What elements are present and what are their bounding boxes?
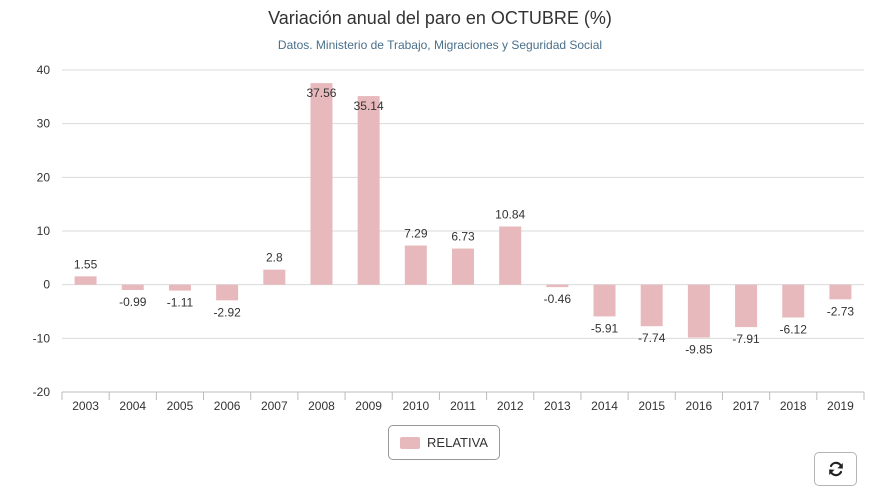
data-label-2017: -7.91 (732, 332, 760, 346)
x-tick-label-2017: 2017 (733, 399, 760, 413)
x-tick-label-2015: 2015 (638, 399, 665, 413)
x-tick-label-2012: 2012 (497, 399, 524, 413)
legend-item-relativa[interactable]: RELATIVA (388, 425, 500, 460)
data-label-2007: 2.8 (266, 251, 283, 265)
y-tick-label: -10 (33, 331, 51, 345)
bar-2018[interactable] (782, 284, 805, 318)
data-labels: 1.55 -0.99 -1.11 -2.92 2.8 37.56 35.14 7.29 6.73… (74, 86, 855, 356)
data-label-2005: -1.11 (167, 296, 194, 310)
data-label-2009: 35.14 (354, 99, 384, 113)
bar-2016[interactable] (687, 284, 710, 338)
bar-2015[interactable] (640, 284, 663, 327)
refresh-button[interactable] (814, 452, 857, 486)
data-label-2015: -7.74 (638, 331, 666, 345)
x-tick-label-2003: 2003 (72, 399, 99, 413)
bar-2005[interactable] (168, 284, 191, 291)
bar-2011[interactable] (452, 248, 474, 285)
bar-2009[interactable] (357, 96, 380, 285)
bar-chart: -20 -10 0 10 20 30 40 1.55 -0.99 -1.11 -2.92 2.8 37… (33, 63, 865, 413)
x-tick-label-2019: 2019 (827, 399, 854, 413)
y-tick-label: -20 (33, 385, 51, 399)
chart-title: Variación anual del paro en OCTUBRE (%) (268, 8, 612, 28)
bar-2003[interactable] (74, 276, 97, 285)
grid-lines: -20 -10 0 10 20 30 40 (33, 63, 864, 399)
data-label-2013: -0.46 (544, 292, 572, 306)
data-label-2019: -2.73 (827, 304, 855, 318)
x-tick-label-2009: 2009 (355, 399, 382, 413)
x-tick-label-2016: 2016 (686, 399, 713, 413)
data-label-2008: 37.56 (306, 86, 336, 100)
x-tick-label-2007: 2007 (261, 399, 288, 413)
x-tick-label-2011: 2011 (450, 399, 476, 413)
bar-2008[interactable] (310, 83, 333, 285)
data-label-2004: -0.99 (119, 295, 147, 309)
x-tick-label-2006: 2006 (214, 399, 241, 413)
data-label-2011: 6.73 (451, 230, 475, 244)
bar-2004[interactable] (121, 284, 144, 290)
bar-2014[interactable] (593, 284, 616, 317)
y-tick-label: 20 (37, 170, 51, 184)
chart-subtitle: Datos. Ministerio de Trabajo, Migracione… (277, 38, 603, 52)
x-tick-label-2005: 2005 (167, 399, 194, 413)
y-tick-label: 10 (37, 224, 51, 238)
refresh-icon (828, 461, 843, 477)
y-tick-label: 30 (37, 117, 51, 131)
x-tick-label-2018: 2018 (780, 399, 807, 413)
legend-swatch (400, 436, 421, 449)
legend-label: RELATIVA (427, 435, 488, 450)
data-label-2006: -2.92 (213, 305, 241, 319)
data-label-2018: -6.12 (780, 323, 808, 337)
bars (74, 83, 852, 338)
data-label-2014: -5.91 (591, 321, 619, 335)
bar-2012[interactable] (499, 226, 522, 285)
data-label-2012: 10.84 (495, 207, 525, 221)
data-label-2016: -9.85 (685, 343, 713, 357)
bar-2006[interactable] (216, 284, 239, 301)
data-label-2010: 7.29 (404, 227, 428, 241)
x-tick-label-2014: 2014 (591, 399, 618, 413)
x-tick-label-2013: 2013 (544, 399, 571, 413)
x-tick-label-2004: 2004 (119, 399, 146, 413)
data-label-2003: 1.55 (74, 257, 98, 271)
bar-2017[interactable] (735, 284, 758, 328)
bar-2019[interactable] (829, 284, 852, 300)
bar-2007[interactable] (263, 269, 286, 285)
x-axis: 2003 2004 2005 2006 2007 2008 2009 2010 2011 2012… (61, 391, 865, 413)
x-tick-label-2010: 2010 (402, 399, 429, 413)
x-tick-label-2008: 2008 (308, 399, 335, 413)
y-tick-label: 0 (43, 278, 50, 292)
bar-2010[interactable] (404, 245, 427, 285)
bar-2013[interactable] (546, 284, 569, 288)
y-tick-label: 40 (37, 63, 51, 77)
